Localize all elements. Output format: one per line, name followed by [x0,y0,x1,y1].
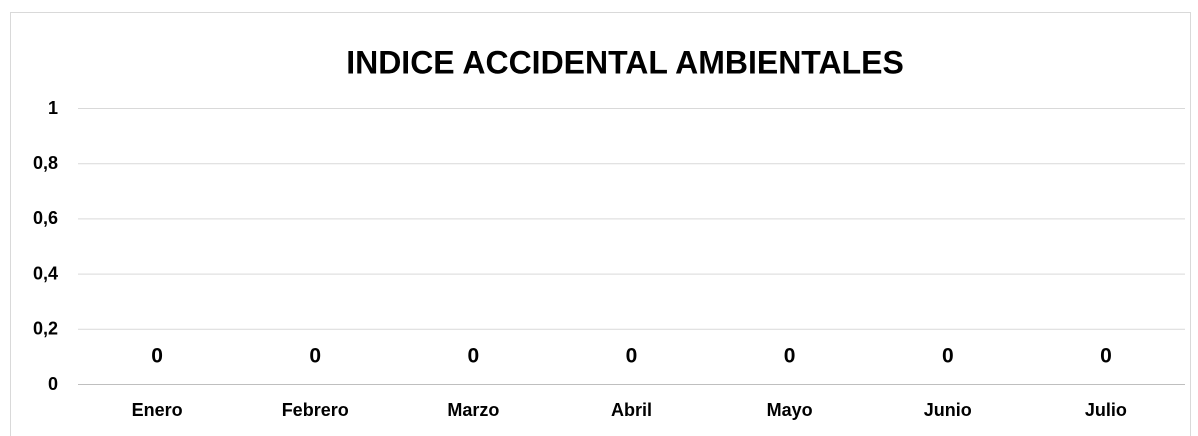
chart-title: INDICE ACCIDENTAL AMBIENTALES [346,44,904,80]
x-tick-label: Mayo [767,400,813,420]
y-tick-label: 0,6 [33,208,58,228]
y-tick-label: 0 [48,374,58,394]
y-tick-label: 0,4 [33,263,58,283]
y-tick-label: 0,8 [33,153,58,173]
x-tick-label: Abril [611,400,652,420]
data-label: 0 [1100,345,1112,368]
chart-frame [10,12,1191,436]
data-label: 0 [468,345,480,368]
y-tick-label: 1 [48,98,58,118]
data-label: 0 [784,345,796,368]
data-label: 0 [942,345,954,368]
data-label: 0 [151,345,163,368]
x-tick-label: Marzo [447,400,499,420]
x-tick-label: Febrero [282,400,349,420]
data-label: 0 [626,345,638,368]
data-label: 0 [309,345,321,368]
y-tick-label: 0,2 [33,319,58,339]
x-tick-label: Enero [132,400,183,420]
x-tick-label: Julio [1085,400,1127,420]
x-tick-label: Junio [924,400,972,420]
